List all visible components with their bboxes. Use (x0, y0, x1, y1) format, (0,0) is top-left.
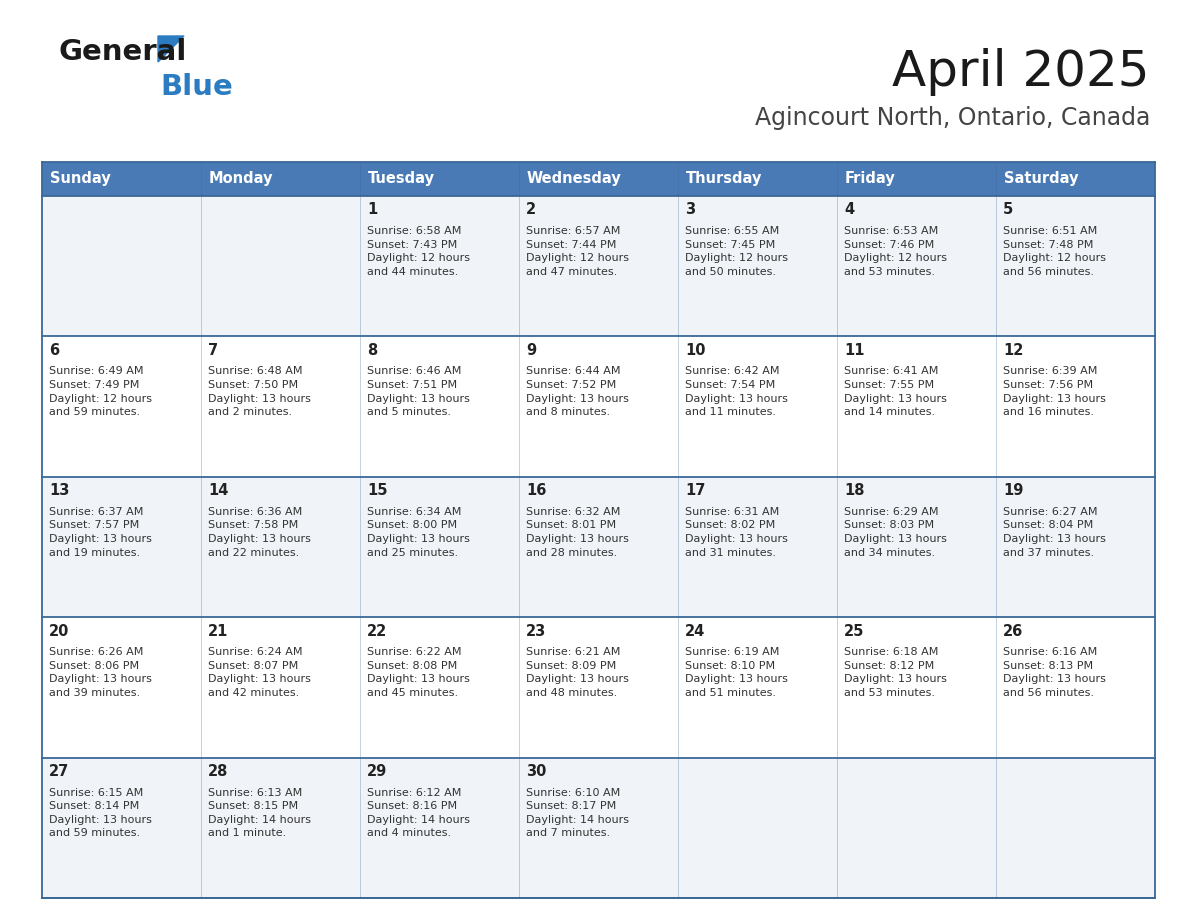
Bar (42, 617, 1155, 757)
Text: Tuesday: Tuesday (368, 172, 435, 186)
Text: Agincourt North, Ontario, Canada: Agincourt North, Ontario, Canada (754, 106, 1150, 130)
Text: Blue: Blue (160, 73, 233, 101)
Text: 2: 2 (526, 203, 536, 218)
Text: Sunrise: 6:46 AM
Sunset: 7:51 PM
Daylight: 13 hours
and 5 minutes.: Sunrise: 6:46 AM Sunset: 7:51 PM Dayligh… (367, 366, 470, 417)
Text: 10: 10 (685, 343, 706, 358)
Text: Sunrise: 6:34 AM
Sunset: 8:00 PM
Daylight: 13 hours
and 25 minutes.: Sunrise: 6:34 AM Sunset: 8:00 PM Dayligh… (367, 507, 470, 557)
Text: Sunrise: 6:39 AM
Sunset: 7:56 PM
Daylight: 13 hours
and 16 minutes.: Sunrise: 6:39 AM Sunset: 7:56 PM Dayligh… (1003, 366, 1106, 417)
Text: 16: 16 (526, 483, 546, 498)
Text: Sunrise: 6:48 AM
Sunset: 7:50 PM
Daylight: 13 hours
and 2 minutes.: Sunrise: 6:48 AM Sunset: 7:50 PM Dayligh… (208, 366, 311, 417)
Text: Sunrise: 6:27 AM
Sunset: 8:04 PM
Daylight: 13 hours
and 37 minutes.: Sunrise: 6:27 AM Sunset: 8:04 PM Dayligh… (1003, 507, 1106, 557)
Bar (42, 336, 1155, 476)
Text: Sunrise: 6:18 AM
Sunset: 8:12 PM
Daylight: 13 hours
and 53 minutes.: Sunrise: 6:18 AM Sunset: 8:12 PM Dayligh… (843, 647, 947, 698)
Text: Sunrise: 6:37 AM
Sunset: 7:57 PM
Daylight: 13 hours
and 19 minutes.: Sunrise: 6:37 AM Sunset: 7:57 PM Dayligh… (49, 507, 152, 557)
Text: Sunrise: 6:16 AM
Sunset: 8:13 PM
Daylight: 13 hours
and 56 minutes.: Sunrise: 6:16 AM Sunset: 8:13 PM Dayligh… (1003, 647, 1106, 698)
Text: 22: 22 (367, 623, 387, 639)
Text: 3: 3 (685, 203, 695, 218)
Text: 20: 20 (49, 623, 69, 639)
Text: General: General (58, 38, 187, 66)
Text: Sunrise: 6:51 AM
Sunset: 7:48 PM
Daylight: 12 hours
and 56 minutes.: Sunrise: 6:51 AM Sunset: 7:48 PM Dayligh… (1003, 226, 1106, 277)
Text: Sunrise: 6:57 AM
Sunset: 7:44 PM
Daylight: 12 hours
and 47 minutes.: Sunrise: 6:57 AM Sunset: 7:44 PM Dayligh… (526, 226, 628, 277)
Bar (42, 757, 1155, 898)
Text: 26: 26 (1003, 623, 1023, 639)
Bar (42, 476, 1155, 617)
Text: Sunrise: 6:15 AM
Sunset: 8:14 PM
Daylight: 13 hours
and 59 minutes.: Sunrise: 6:15 AM Sunset: 8:14 PM Dayligh… (49, 788, 152, 838)
Text: Sunrise: 6:32 AM
Sunset: 8:01 PM
Daylight: 13 hours
and 28 minutes.: Sunrise: 6:32 AM Sunset: 8:01 PM Dayligh… (526, 507, 628, 557)
Text: Sunrise: 6:22 AM
Sunset: 8:08 PM
Daylight: 13 hours
and 45 minutes.: Sunrise: 6:22 AM Sunset: 8:08 PM Dayligh… (367, 647, 470, 698)
Text: Sunrise: 6:12 AM
Sunset: 8:16 PM
Daylight: 14 hours
and 4 minutes.: Sunrise: 6:12 AM Sunset: 8:16 PM Dayligh… (367, 788, 470, 838)
Text: 9: 9 (526, 343, 536, 358)
Text: Sunrise: 6:10 AM
Sunset: 8:17 PM
Daylight: 14 hours
and 7 minutes.: Sunrise: 6:10 AM Sunset: 8:17 PM Dayligh… (526, 788, 628, 838)
Text: 24: 24 (685, 623, 706, 639)
Text: Sunrise: 6:29 AM
Sunset: 8:03 PM
Daylight: 13 hours
and 34 minutes.: Sunrise: 6:29 AM Sunset: 8:03 PM Dayligh… (843, 507, 947, 557)
Text: 30: 30 (526, 764, 546, 779)
Text: 19: 19 (1003, 483, 1023, 498)
Text: Saturday: Saturday (1004, 172, 1079, 186)
Text: Sunrise: 6:58 AM
Sunset: 7:43 PM
Daylight: 12 hours
and 44 minutes.: Sunrise: 6:58 AM Sunset: 7:43 PM Dayligh… (367, 226, 470, 277)
Text: Wednesday: Wednesday (527, 172, 621, 186)
Text: 17: 17 (685, 483, 706, 498)
Text: 7: 7 (208, 343, 219, 358)
Text: 14: 14 (208, 483, 228, 498)
Text: Sunrise: 6:41 AM
Sunset: 7:55 PM
Daylight: 13 hours
and 14 minutes.: Sunrise: 6:41 AM Sunset: 7:55 PM Dayligh… (843, 366, 947, 417)
Text: Sunrise: 6:21 AM
Sunset: 8:09 PM
Daylight: 13 hours
and 48 minutes.: Sunrise: 6:21 AM Sunset: 8:09 PM Dayligh… (526, 647, 628, 698)
Text: April 2025: April 2025 (892, 48, 1150, 96)
Text: 23: 23 (526, 623, 546, 639)
Text: Sunrise: 6:55 AM
Sunset: 7:45 PM
Daylight: 12 hours
and 50 minutes.: Sunrise: 6:55 AM Sunset: 7:45 PM Dayligh… (685, 226, 788, 277)
Text: Sunrise: 6:13 AM
Sunset: 8:15 PM
Daylight: 14 hours
and 1 minute.: Sunrise: 6:13 AM Sunset: 8:15 PM Dayligh… (208, 788, 311, 838)
Text: 29: 29 (367, 764, 387, 779)
Text: 25: 25 (843, 623, 865, 639)
Text: 18: 18 (843, 483, 865, 498)
Polygon shape (158, 36, 184, 62)
Text: 4: 4 (843, 203, 854, 218)
Text: Sunrise: 6:44 AM
Sunset: 7:52 PM
Daylight: 13 hours
and 8 minutes.: Sunrise: 6:44 AM Sunset: 7:52 PM Dayligh… (526, 366, 628, 417)
Text: Sunrise: 6:26 AM
Sunset: 8:06 PM
Daylight: 13 hours
and 39 minutes.: Sunrise: 6:26 AM Sunset: 8:06 PM Dayligh… (49, 647, 152, 698)
Text: Sunrise: 6:36 AM
Sunset: 7:58 PM
Daylight: 13 hours
and 22 minutes.: Sunrise: 6:36 AM Sunset: 7:58 PM Dayligh… (208, 507, 311, 557)
Text: Sunrise: 6:31 AM
Sunset: 8:02 PM
Daylight: 13 hours
and 31 minutes.: Sunrise: 6:31 AM Sunset: 8:02 PM Dayligh… (685, 507, 788, 557)
Text: Monday: Monday (209, 172, 273, 186)
Text: 15: 15 (367, 483, 387, 498)
Bar (42, 196, 1155, 336)
Text: 5: 5 (1003, 203, 1013, 218)
Text: Sunrise: 6:42 AM
Sunset: 7:54 PM
Daylight: 13 hours
and 11 minutes.: Sunrise: 6:42 AM Sunset: 7:54 PM Dayligh… (685, 366, 788, 417)
Text: 8: 8 (367, 343, 378, 358)
Text: Sunday: Sunday (50, 172, 110, 186)
Text: 13: 13 (49, 483, 69, 498)
Text: 1: 1 (367, 203, 378, 218)
Text: 27: 27 (49, 764, 69, 779)
Bar (42, 162, 1155, 196)
Text: 28: 28 (208, 764, 228, 779)
Text: Friday: Friday (845, 172, 896, 186)
Text: 6: 6 (49, 343, 59, 358)
Text: Sunrise: 6:49 AM
Sunset: 7:49 PM
Daylight: 12 hours
and 59 minutes.: Sunrise: 6:49 AM Sunset: 7:49 PM Dayligh… (49, 366, 152, 417)
Text: 11: 11 (843, 343, 865, 358)
Text: Thursday: Thursday (685, 172, 763, 186)
Text: 12: 12 (1003, 343, 1023, 358)
Text: Sunrise: 6:19 AM
Sunset: 8:10 PM
Daylight: 13 hours
and 51 minutes.: Sunrise: 6:19 AM Sunset: 8:10 PM Dayligh… (685, 647, 788, 698)
Text: 21: 21 (208, 623, 228, 639)
Text: Sunrise: 6:53 AM
Sunset: 7:46 PM
Daylight: 12 hours
and 53 minutes.: Sunrise: 6:53 AM Sunset: 7:46 PM Dayligh… (843, 226, 947, 277)
Text: Sunrise: 6:24 AM
Sunset: 8:07 PM
Daylight: 13 hours
and 42 minutes.: Sunrise: 6:24 AM Sunset: 8:07 PM Dayligh… (208, 647, 311, 698)
